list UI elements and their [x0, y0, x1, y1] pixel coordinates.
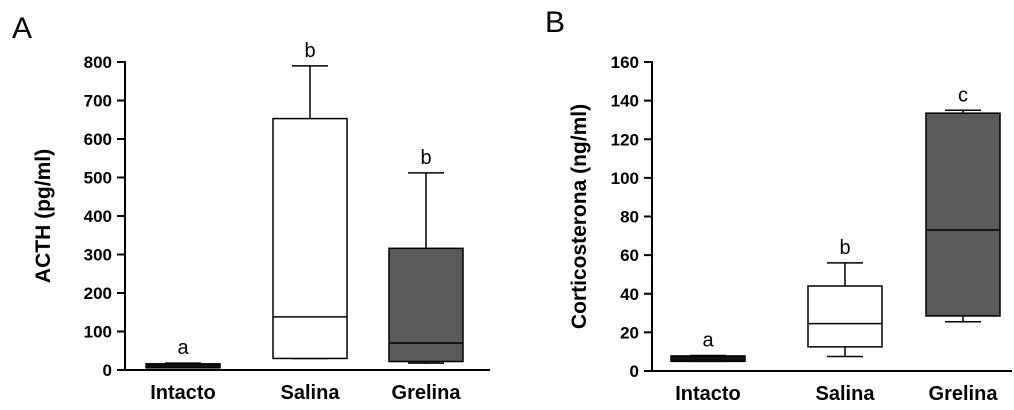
y-axis-title: Corticosterona (ng/ml): [568, 104, 591, 329]
y-tick-label: 500: [84, 169, 112, 188]
y-tick-label: 160: [611, 53, 639, 72]
y-tick-label: 400: [84, 207, 112, 226]
significance-letter: a: [177, 337, 189, 359]
x-tick-label: Grelina: [392, 382, 462, 404]
x-tick-label: Salina: [816, 383, 876, 405]
y-tick-label: 140: [611, 92, 639, 111]
y-tick-label: 100: [84, 323, 112, 342]
panel-label: A: [12, 12, 32, 45]
x-tick-label: Salina: [281, 382, 341, 404]
y-tick-label: 120: [611, 130, 639, 149]
box: [272, 117, 348, 360]
y-axis-title: ACTH (pg/ml): [32, 149, 55, 283]
significance-letter: a: [702, 330, 714, 352]
y-tick-label: 20: [620, 323, 639, 342]
box: [807, 285, 883, 348]
y-tick-label: 0: [630, 362, 639, 381]
y-tick-label: 60: [620, 246, 639, 265]
significance-letter: b: [304, 40, 315, 62]
y-tick-label: 300: [84, 246, 112, 265]
y-tick-label: 40: [620, 285, 639, 304]
y-tick-label: 800: [84, 53, 112, 72]
box: [925, 112, 1001, 317]
y-tick-label: 0: [103, 361, 112, 380]
x-tick-label: Intacto: [675, 383, 741, 405]
x-tick-label: Intacto: [150, 382, 216, 404]
y-tick-label: 200: [84, 284, 112, 303]
panel-a: A ACTH (pg/ml) 0 100 200 300 400 500 600 700 800 a I…: [12, 12, 490, 404]
y-tick-label: 700: [84, 92, 112, 111]
significance-letter: b: [420, 147, 431, 169]
y-tick-label: 80: [620, 208, 639, 227]
y-tick-label: 600: [84, 130, 112, 149]
x-tick-label: Grelina: [929, 383, 999, 405]
panel-b: B Corticosterona (ng/ml) 0 20 40 60 80 100 120 14…: [545, 6, 1012, 405]
y-tick-label: 100: [611, 169, 639, 188]
significance-letter: b: [839, 237, 850, 259]
significance-letter: c: [958, 84, 968, 106]
panel-label: B: [545, 6, 565, 39]
box: [388, 247, 464, 363]
